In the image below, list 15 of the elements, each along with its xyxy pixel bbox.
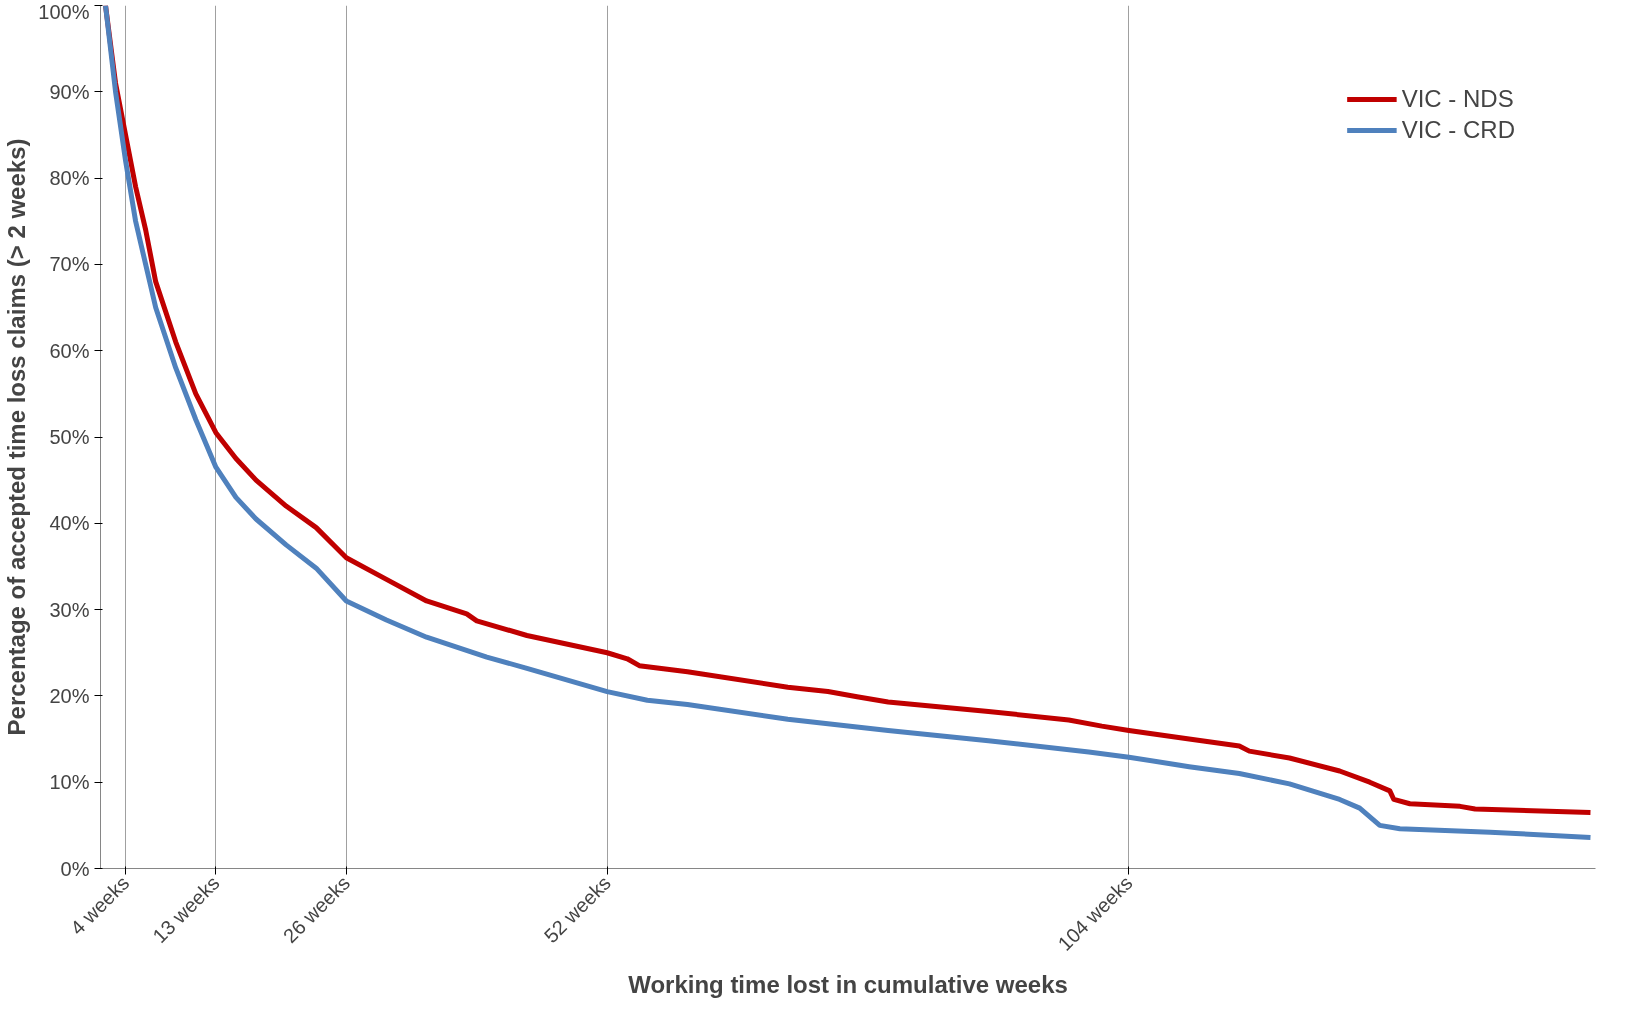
y-tick-label: 70% (49, 253, 90, 276)
y-tick-label: 0% (60, 857, 90, 880)
legend-label: VIC - CRD (1401, 116, 1515, 144)
y-tick-label: 20% (49, 684, 90, 707)
y-axis-title: Percentage of accepted time loss claims (> 2 weeks) (3, 138, 31, 736)
legend-label: VIC - NDS (1401, 85, 1514, 113)
x-axis-title: Working time lost in cumulative weeks (628, 970, 1068, 998)
y-tick-label: 90% (49, 80, 90, 103)
y-tick-label: 80% (49, 167, 90, 190)
y-tick-label: 50% (49, 426, 90, 448)
y-tick-label: 40% (49, 512, 90, 535)
y-tick-label: 100% (38, 0, 90, 23)
y-tick-label: 10% (49, 771, 90, 794)
y-tick-label: 60% (49, 339, 90, 362)
y-tick-label: 30% (49, 598, 90, 621)
